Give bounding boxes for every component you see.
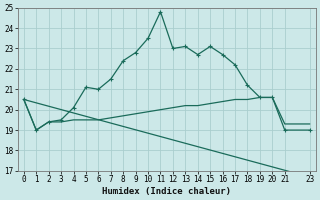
X-axis label: Humidex (Indice chaleur): Humidex (Indice chaleur) — [102, 187, 231, 196]
